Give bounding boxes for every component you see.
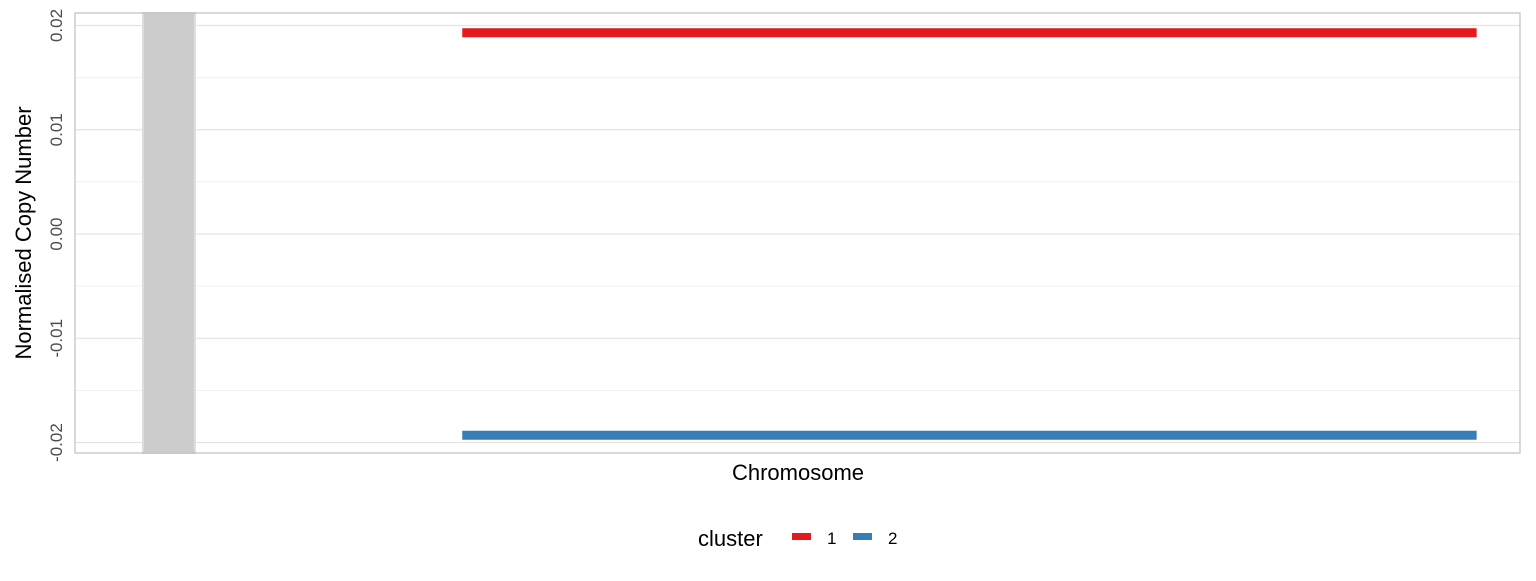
legend-title: cluster xyxy=(698,526,763,551)
y-tick-labels: -0.02 -0.01 0.00 0.01 0.02 xyxy=(47,9,66,462)
panel-border xyxy=(74,12,1521,454)
series-layer xyxy=(462,28,1477,440)
legend-key-2 xyxy=(853,533,872,540)
legend-label-1: 1 xyxy=(827,529,836,548)
y-tick-label: -0.01 xyxy=(47,319,66,358)
legend-label-2: 2 xyxy=(888,529,897,548)
y-tick-label: 0.00 xyxy=(47,217,66,250)
y-tick-label: 0.01 xyxy=(47,113,66,146)
legend-key-1 xyxy=(792,533,811,540)
y-tick-label: -0.02 xyxy=(47,423,66,462)
y-tick-label: 0.02 xyxy=(47,9,66,42)
x-axis-title: Chromosome xyxy=(732,460,864,485)
grid-layer xyxy=(75,24,1520,444)
shaded-region-layer xyxy=(141,12,196,454)
y-axis-title: Normalised Copy Number xyxy=(11,106,36,359)
shaded-region xyxy=(141,12,196,454)
